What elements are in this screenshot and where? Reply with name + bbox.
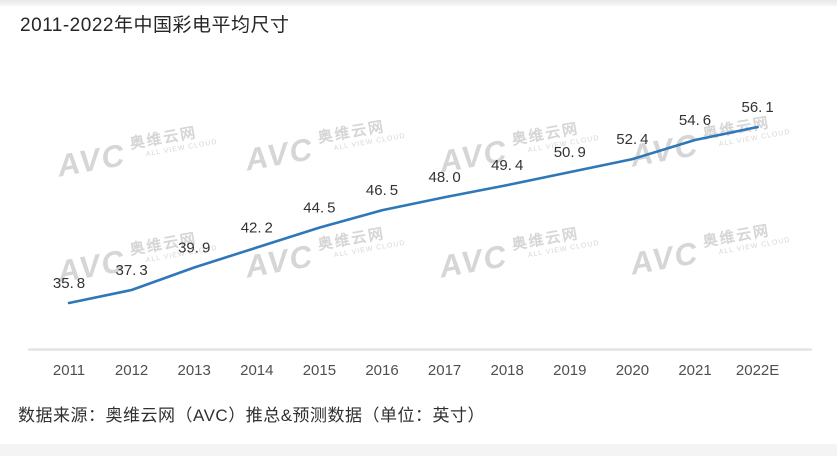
data-label: 39. 9 [178, 239, 210, 256]
watermark: AVC 奥维云网 ALL VIEW CLOUD [54, 230, 219, 290]
avc-logo-icon: AVC [627, 127, 702, 174]
watermark: AVC 奥维云网 ALL VIEW CLOUD [436, 225, 601, 285]
x-axis-label: 2013 [178, 362, 211, 379]
data-label: 50. 9 [554, 144, 586, 161]
x-axis-label: 2018 [491, 362, 524, 379]
x-axis-label: 2012 [115, 362, 148, 379]
watermark: AVC 奥维云网 ALL VIEW CLOUD [627, 222, 792, 282]
watermark: AVC 奥维云网 ALL VIEW CLOUD [242, 118, 407, 178]
x-axis-label: 2021 [678, 362, 711, 379]
data-label: 52. 4 [616, 131, 648, 148]
x-axis-label: 2017 [428, 362, 461, 379]
avc-logo-icon: AVC [54, 243, 129, 290]
bottom-border [0, 444, 837, 456]
watermark-subtext: ALL VIEW CLOUD [145, 138, 219, 159]
data-label: 42. 2 [241, 220, 273, 237]
watermark: AVC 奥维云网 ALL VIEW CLOUD [54, 124, 219, 184]
watermark-name: 奥维云网 [701, 222, 772, 251]
avc-logo-icon: AVC [627, 235, 702, 282]
data-label: 35. 8 [53, 275, 85, 292]
watermark-subtext: ALL VIEW CLOUD [527, 239, 601, 260]
x-axis-label: 2019 [553, 362, 586, 379]
watermark-name: 奥维云网 [701, 114, 772, 143]
avc-logo-icon: AVC [54, 137, 129, 184]
data-label: 54. 6 [679, 112, 711, 129]
watermark-subtext: ALL VIEW CLOUD [718, 236, 792, 257]
x-axis-label: 2014 [240, 362, 273, 379]
watermark-name: 奥维云网 [128, 230, 199, 259]
watermark-name: 奥维云网 [316, 118, 387, 147]
avc-logo-icon: AVC [436, 133, 511, 180]
watermark: AVC 奥维云网 ALL VIEW CLOUD [436, 120, 601, 180]
data-label: 56. 1 [741, 99, 773, 116]
x-axis-label: 2015 [303, 362, 336, 379]
data-label: 48. 0 [428, 169, 460, 186]
x-axis-label: 2016 [365, 362, 398, 379]
watermark: AVC 奥维云网 ALL VIEW CLOUD [627, 114, 792, 174]
watermark-subtext: ALL VIEW CLOUD [333, 132, 407, 153]
x-axis-label: 2020 [616, 362, 649, 379]
chart-title: 2011-2022年中国彩电平均尺寸 [20, 15, 290, 36]
watermark-subtext: ALL VIEW CLOUD [718, 128, 792, 149]
data-label: 49. 4 [491, 157, 523, 174]
watermark-name: 奥维云网 [128, 124, 199, 153]
watermark-subtext: ALL VIEW CLOUD [333, 239, 407, 260]
watermark-subtext: ALL VIEW CLOUD [145, 244, 219, 265]
watermark-name: 奥维云网 [510, 225, 581, 254]
avc-logo-icon: AVC [242, 131, 317, 178]
trend-line [67, 125, 759, 305]
avc-logo-icon: AVC [242, 238, 317, 285]
source-note: 数据来源：奥维云网（AVC）推总&预测数据（单位：英寸） [18, 406, 486, 425]
data-label: 46. 5 [366, 182, 398, 199]
data-label: 37. 3 [115, 262, 147, 279]
x-axis-label: 2011 [53, 362, 85, 379]
watermark: AVC 奥维云网 ALL VIEW CLOUD [242, 225, 407, 285]
watermark-name: 奥维云网 [510, 120, 581, 149]
watermark-subtext: ALL VIEW CLOUD [527, 134, 601, 155]
avc-logo-icon: AVC [436, 238, 511, 285]
top-border [0, 0, 837, 6]
data-label: 44. 5 [303, 200, 335, 217]
x-axis-label: 2022E [736, 362, 779, 379]
watermark-name: 奥维云网 [316, 225, 387, 254]
